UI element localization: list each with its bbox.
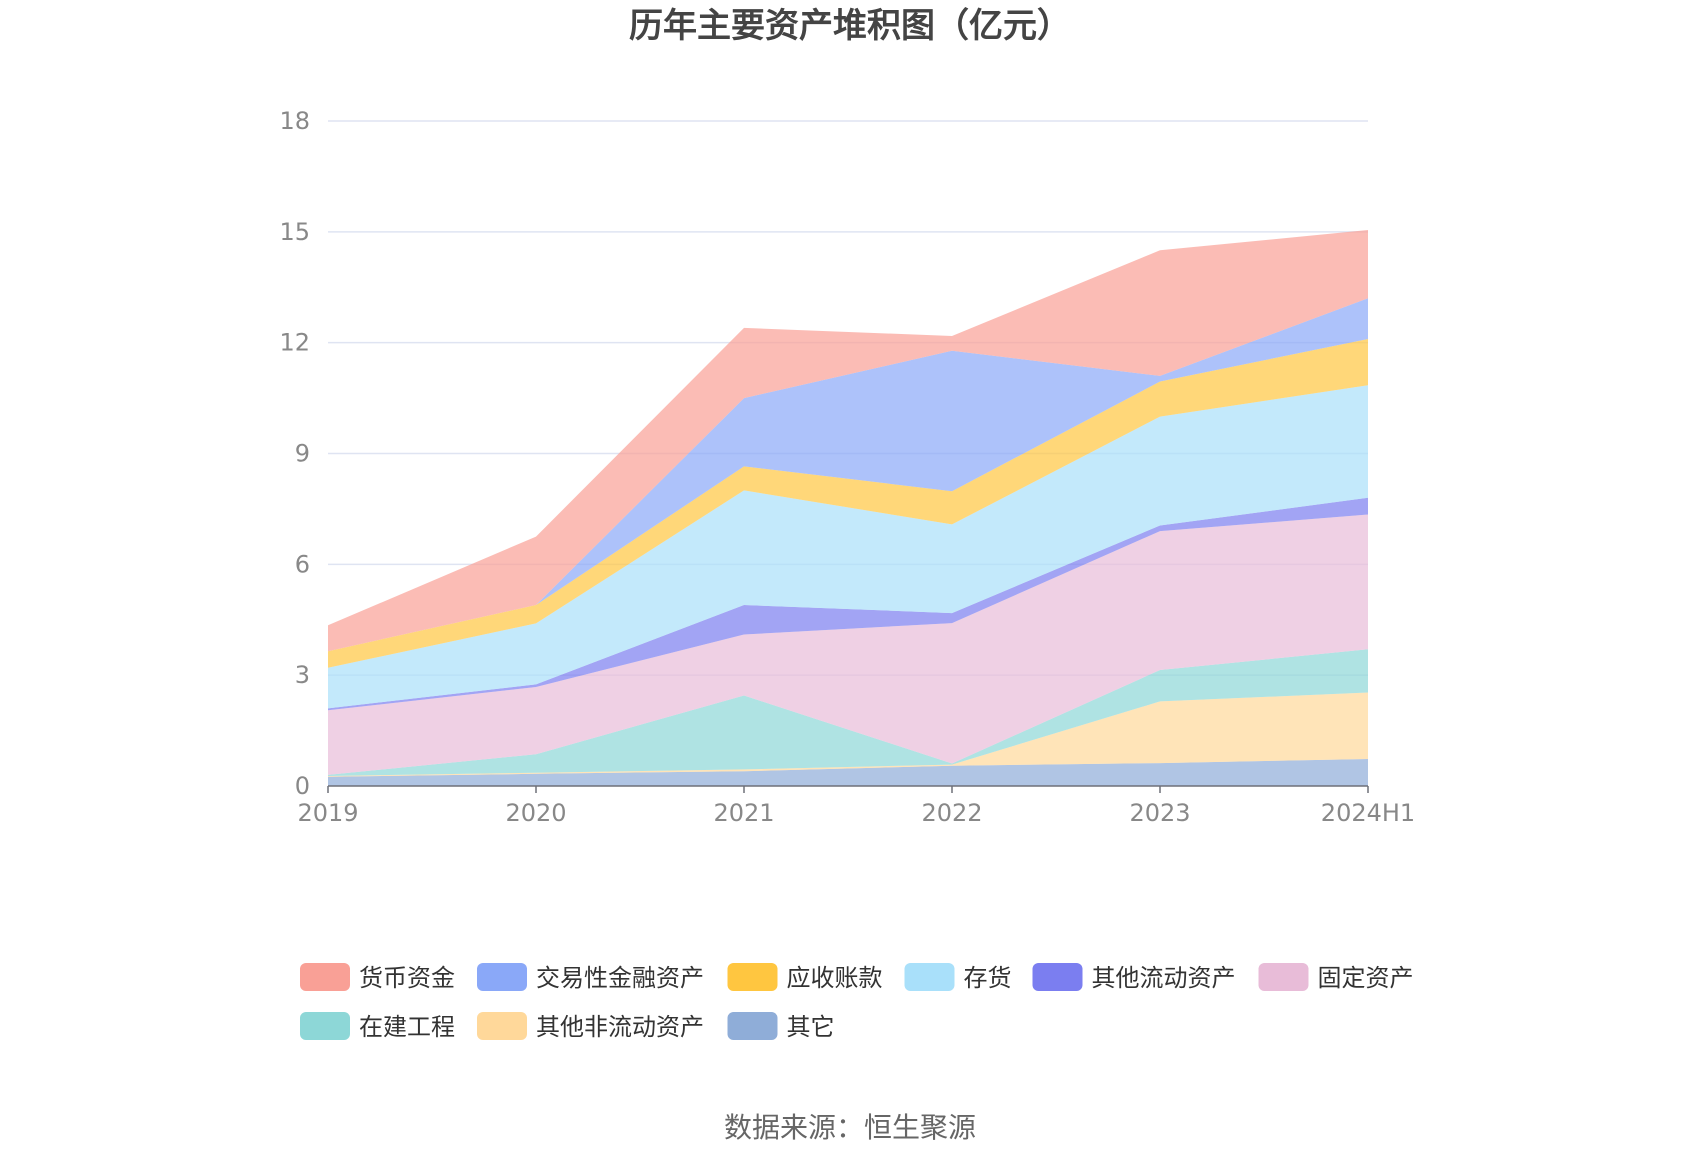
legend-item: 其他流动资产 xyxy=(1032,963,1236,992)
y-tick-label: 0 xyxy=(295,772,310,800)
series-area-0 xyxy=(328,759,1368,786)
legend-swatch xyxy=(904,963,955,991)
legend-label: 固定资产 xyxy=(1318,964,1414,992)
legend-label: 在建工程 xyxy=(359,1013,455,1041)
legend-label: 存货 xyxy=(964,964,1012,992)
legend-swatch xyxy=(300,1012,350,1040)
legend-item: 其他非流动资产 xyxy=(477,1012,704,1041)
legend-item: 在建工程 xyxy=(300,1012,455,1041)
x-tick-label: 2022 xyxy=(921,799,982,827)
legend-label: 其它 xyxy=(787,1013,835,1041)
series-area-3 xyxy=(328,514,1368,775)
x-tick-label: 2024H1 xyxy=(1321,799,1415,827)
legend-swatch xyxy=(727,1012,778,1040)
x-tick-label: 2019 xyxy=(297,799,358,827)
legend-swatch xyxy=(1258,963,1309,991)
legend-swatch xyxy=(477,1012,527,1040)
series-area-6 xyxy=(328,339,1368,668)
series-area-2 xyxy=(328,649,1368,776)
legend-swatch xyxy=(1032,963,1083,991)
legend-swatch xyxy=(300,963,350,991)
x-tick-label: 2021 xyxy=(713,799,774,827)
legend-label: 应收账款 xyxy=(787,964,883,992)
legend-label: 其他非流动资产 xyxy=(536,1013,704,1041)
x-axis-ticks: 2019 2020 2021 2022 2023 2024H1 xyxy=(297,799,1415,827)
legend-item: 其它 xyxy=(727,1012,835,1041)
y-tick-label: 9 xyxy=(295,440,310,468)
y-tick-label: 12 xyxy=(279,329,310,357)
x-tick-label: 2020 xyxy=(505,799,566,827)
legend-swatch xyxy=(727,963,778,991)
y-tick-label: 18 xyxy=(279,107,310,135)
legend-item: 存货 xyxy=(904,963,1012,992)
y-axis-ticks: 0 3 6 9 12 15 18 xyxy=(279,107,310,800)
legend-item: 货币资金 xyxy=(300,963,455,992)
source-note: 数据来源：恒生聚源 xyxy=(724,1111,976,1144)
legend-item: 交易性金融资产 xyxy=(477,963,704,992)
legend-label: 交易性金融资产 xyxy=(536,964,704,992)
x-tick-label: 2023 xyxy=(1129,799,1190,827)
series-area-7 xyxy=(328,298,1368,652)
legend-swatch xyxy=(477,963,527,991)
series-areas xyxy=(328,230,1368,786)
y-tick-label: 15 xyxy=(279,218,310,246)
series-area-4 xyxy=(328,497,1368,711)
chart-title: 历年主要资产堆积图（亿元） xyxy=(629,6,1071,46)
legend-item: 固定资产 xyxy=(1258,963,1414,992)
legend-label: 其他流动资产 xyxy=(1092,964,1236,992)
x-axis xyxy=(327,785,1369,793)
series-area-8 xyxy=(328,230,1368,652)
y-tick-label: 6 xyxy=(295,550,310,578)
legend-item: 应收账款 xyxy=(727,963,883,992)
y-tick-label: 3 xyxy=(295,661,310,689)
series-area-1 xyxy=(328,692,1368,777)
legend-label: 货币资金 xyxy=(359,964,455,992)
series-area-5 xyxy=(328,385,1368,709)
